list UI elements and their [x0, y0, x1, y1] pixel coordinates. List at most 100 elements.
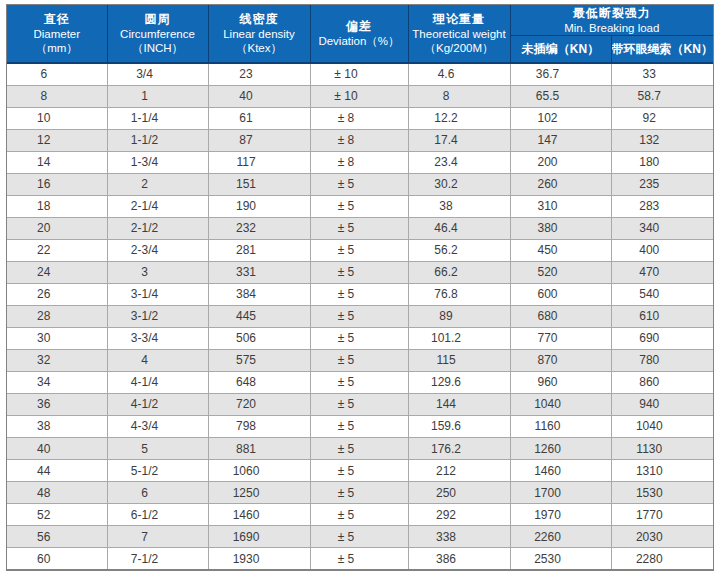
- table-row: 243331± 566.2520470: [7, 261, 713, 283]
- table-cell-linear-density: 506: [208, 327, 310, 349]
- table-cell-deviation: ± 5: [310, 217, 408, 239]
- table-cell-breaking-eye-rope: 2280: [611, 548, 713, 569]
- table-cell-breaking-eye-rope: 780: [611, 349, 713, 371]
- table-cell-breaking-unspliced: 1040: [510, 393, 611, 415]
- table-cell-circumference: 4-3/4: [107, 415, 208, 437]
- table-cell-linear-density: 1060: [208, 460, 310, 482]
- table-cell-theoretical-weight: 292: [408, 504, 510, 526]
- table-cell-breaking-unspliced: 310: [510, 195, 611, 217]
- table-cell-theoretical-weight: 23.4: [408, 151, 510, 173]
- table-cell-circumference: 5: [107, 438, 208, 460]
- table-cell-circumference: 1-3/4: [107, 151, 208, 173]
- table-cell-linear-density: 720: [208, 393, 310, 415]
- table-cell-diameter: 52: [7, 504, 107, 526]
- table-cell-diameter: 8: [7, 85, 107, 107]
- table-cell-breaking-eye-rope: 940: [611, 393, 713, 415]
- table-cell-theoretical-weight: 144: [408, 393, 510, 415]
- table-cell-circumference: 4-1/4: [107, 371, 208, 393]
- table-cell-breaking-unspliced: 1460: [510, 460, 611, 482]
- table-cell-theoretical-weight: 30.2: [408, 173, 510, 195]
- table-cell-circumference: 6-1/2: [107, 504, 208, 526]
- header-unspliced-label: 未插编（KN）: [511, 42, 611, 56]
- table-cell-deviation: ± 5: [310, 504, 408, 526]
- header-diameter-zh: 直径: [7, 11, 107, 27]
- header-theoretical-weight-en: Theoretical weight: [409, 27, 510, 41]
- table-row: 364-1/2720± 51441040940: [7, 393, 713, 415]
- table-cell-breaking-unspliced: 520: [510, 261, 611, 283]
- table-body: 63/423± 104.636.7338140± 10865.558.7101-…: [7, 63, 713, 570]
- table-cell-breaking-eye-rope: 283: [611, 195, 713, 217]
- table-cell-breaking-eye-rope: 1770: [611, 504, 713, 526]
- table-cell-theoretical-weight: 129.6: [408, 371, 510, 393]
- table-row: 222-3/4281± 556.2450400: [7, 239, 713, 261]
- table-cell-breaking-eye-rope: 1040: [611, 415, 713, 437]
- table-row: 63/423± 104.636.733: [7, 63, 713, 86]
- header-linear-density: 线密度 Linear density （Ktex）: [208, 5, 310, 63]
- table-cell-breaking-unspliced: 102: [510, 107, 611, 129]
- table-cell-theoretical-weight: 159.6: [408, 415, 510, 437]
- table-cell-breaking-unspliced: 870: [510, 349, 611, 371]
- table-cell-linear-density: 648: [208, 371, 310, 393]
- table-cell-deviation: ± 5: [310, 261, 408, 283]
- table-cell-circumference: 3-1/4: [107, 283, 208, 305]
- table-cell-theoretical-weight: 66.2: [408, 261, 510, 283]
- table-row: 324575± 5115870780: [7, 349, 713, 371]
- table-cell-linear-density: 1460: [208, 504, 310, 526]
- table-cell-diameter: 60: [7, 548, 107, 569]
- table-cell-deviation: ± 5: [310, 173, 408, 195]
- table-cell-theoretical-weight: 338: [408, 526, 510, 548]
- table-row: 405881± 5176.212601130: [7, 438, 713, 460]
- table-cell-circumference: 1-1/4: [107, 107, 208, 129]
- table-cell-deviation: ± 5: [310, 482, 408, 504]
- table-cell-breaking-eye-rope: 2030: [611, 526, 713, 548]
- table-cell-linear-density: 798: [208, 415, 310, 437]
- header-theoretical-weight: 理论重量 Theoretical weight （Kg/200M）: [408, 5, 510, 63]
- table-cell-breaking-eye-rope: 690: [611, 327, 713, 349]
- table-cell-circumference: 1-1/2: [107, 129, 208, 151]
- table-cell-theoretical-weight: 56.2: [408, 239, 510, 261]
- table-cell-circumference: 3/4: [107, 63, 208, 86]
- table-cell-diameter: 48: [7, 482, 107, 504]
- table-cell-breaking-eye-rope: 92: [611, 107, 713, 129]
- table-cell-breaking-eye-rope: 33: [611, 63, 713, 86]
- table-row: 121-1/287± 817.4147132: [7, 129, 713, 151]
- header-theoretical-weight-zh: 理论重量: [409, 11, 510, 27]
- table-cell-breaking-unspliced: 770: [510, 327, 611, 349]
- table-cell-diameter: 32: [7, 349, 107, 371]
- table-row: 5671690± 533822602030: [7, 526, 713, 548]
- table-cell-breaking-unspliced: 1160: [510, 415, 611, 437]
- table-cell-circumference: 2: [107, 173, 208, 195]
- table-cell-circumference: 6: [107, 482, 208, 504]
- header-deviation-en: Deviation（%）: [311, 34, 408, 48]
- table-cell-circumference: 4: [107, 349, 208, 371]
- table-cell-diameter: 6: [7, 63, 107, 86]
- table-cell-theoretical-weight: 115: [408, 349, 510, 371]
- table-cell-theoretical-weight: 89: [408, 305, 510, 327]
- header-diameter-en: Diameter: [7, 27, 107, 41]
- table-cell-theoretical-weight: 17.4: [408, 129, 510, 151]
- table-cell-breaking-unspliced: 2260: [510, 526, 611, 548]
- table-cell-linear-density: 575: [208, 349, 310, 371]
- table-cell-linear-density: 281: [208, 239, 310, 261]
- table-cell-breaking-unspliced: 2530: [510, 548, 611, 569]
- table-cell-deviation: ± 5: [310, 195, 408, 217]
- table-cell-theoretical-weight: 12.2: [408, 107, 510, 129]
- table-cell-theoretical-weight: 250: [408, 482, 510, 504]
- table-cell-diameter: 56: [7, 526, 107, 548]
- table-cell-breaking-eye-rope: 132: [611, 129, 713, 151]
- table-cell-breaking-unspliced: 36.7: [510, 63, 611, 86]
- table-row: 445-1/21060± 521214601310: [7, 460, 713, 482]
- table-cell-breaking-unspliced: 147: [510, 129, 611, 151]
- table-cell-circumference: 2-1/4: [107, 195, 208, 217]
- table-row: 384-3/4798± 5159.611601040: [7, 415, 713, 437]
- table-cell-linear-density: 384: [208, 283, 310, 305]
- table-cell-linear-density: 40: [208, 85, 310, 107]
- table-cell-breaking-unspliced: 65.5: [510, 85, 611, 107]
- table-row: 101-1/461± 812.210292: [7, 107, 713, 129]
- table-cell-deviation: ± 5: [310, 526, 408, 548]
- table-cell-theoretical-weight: 8: [408, 85, 510, 107]
- table-cell-deviation: ± 8: [310, 151, 408, 173]
- table-row: 263-1/4384± 576.8600540: [7, 283, 713, 305]
- table-cell-diameter: 22: [7, 239, 107, 261]
- table-row: 182-1/4190± 538310283: [7, 195, 713, 217]
